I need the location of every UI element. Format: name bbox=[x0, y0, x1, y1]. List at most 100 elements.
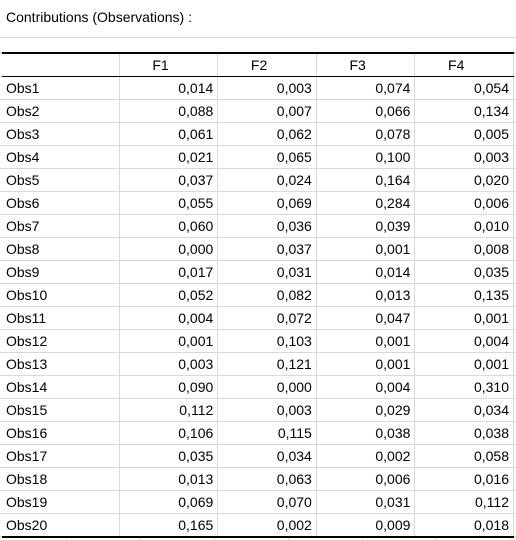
row-label-cell[interactable]: Obs12 bbox=[2, 329, 120, 353]
value-cell[interactable]: 0,008 bbox=[414, 237, 514, 261]
value-cell[interactable]: 0,009 bbox=[316, 513, 416, 538]
value-cell[interactable]: 0,058 bbox=[414, 444, 514, 468]
value-cell[interactable]: 0,054 bbox=[414, 76, 514, 100]
row-label-cell[interactable]: Obs5 bbox=[2, 168, 120, 192]
value-cell[interactable]: 0,063 bbox=[217, 467, 317, 491]
row-label-cell[interactable]: Obs14 bbox=[2, 375, 120, 399]
value-cell[interactable]: 0,100 bbox=[316, 145, 416, 169]
value-cell[interactable]: 0,165 bbox=[119, 513, 219, 538]
value-cell[interactable]: 0,078 bbox=[316, 122, 416, 146]
row-label-cell[interactable]: Obs16 bbox=[2, 421, 120, 445]
row-label-cell[interactable]: Obs7 bbox=[2, 214, 120, 238]
value-cell[interactable]: 0,039 bbox=[316, 214, 416, 238]
value-cell[interactable]: 0,060 bbox=[119, 214, 219, 238]
value-cell[interactable]: 0,001 bbox=[414, 352, 514, 376]
value-cell[interactable]: 0,112 bbox=[414, 490, 514, 514]
value-cell[interactable]: 0,074 bbox=[316, 76, 416, 100]
value-cell[interactable]: 0,004 bbox=[316, 375, 416, 399]
value-cell[interactable]: 0,031 bbox=[217, 260, 317, 284]
value-cell[interactable]: 0,090 bbox=[119, 375, 219, 399]
value-cell[interactable]: 0,038 bbox=[414, 421, 514, 445]
value-cell[interactable]: 0,006 bbox=[316, 467, 416, 491]
value-cell[interactable]: 0,003 bbox=[119, 352, 219, 376]
value-cell[interactable]: 0,024 bbox=[217, 168, 317, 192]
value-cell[interactable]: 0,031 bbox=[316, 490, 416, 514]
value-cell[interactable]: 0,006 bbox=[414, 191, 514, 215]
value-cell[interactable]: 0,088 bbox=[119, 99, 219, 123]
header-cell-f1[interactable]: F1 bbox=[119, 52, 219, 77]
row-label-cell[interactable]: Obs11 bbox=[2, 306, 120, 330]
value-cell[interactable]: 0,029 bbox=[316, 398, 416, 422]
value-cell[interactable]: 0,134 bbox=[414, 99, 514, 123]
row-label-cell[interactable]: Obs20 bbox=[2, 513, 120, 538]
row-label-cell[interactable]: Obs17 bbox=[2, 444, 120, 468]
row-label-cell[interactable]: Obs9 bbox=[2, 260, 120, 284]
value-cell[interactable]: 0,013 bbox=[316, 283, 416, 307]
value-cell[interactable]: 0,069 bbox=[217, 191, 317, 215]
value-cell[interactable]: 0,069 bbox=[119, 490, 219, 514]
value-cell[interactable]: 0,000 bbox=[119, 237, 219, 261]
value-cell[interactable]: 0,034 bbox=[414, 398, 514, 422]
value-cell[interactable]: 0,014 bbox=[316, 260, 416, 284]
value-cell[interactable]: 0,016 bbox=[414, 467, 514, 491]
row-label-cell[interactable]: Obs1 bbox=[2, 76, 120, 100]
value-cell[interactable]: 0,004 bbox=[119, 306, 219, 330]
row-label-cell[interactable]: Obs6 bbox=[2, 191, 120, 215]
title-cell[interactable]: Contributions (Observations) : bbox=[0, 0, 516, 38]
header-cell-f2[interactable]: F2 bbox=[217, 52, 317, 77]
value-cell[interactable]: 0,106 bbox=[119, 421, 219, 445]
value-cell[interactable]: 0,062 bbox=[217, 122, 317, 146]
value-cell[interactable]: 0,000 bbox=[217, 375, 317, 399]
value-cell[interactable]: 0,005 bbox=[414, 122, 514, 146]
value-cell[interactable]: 0,020 bbox=[414, 168, 514, 192]
value-cell[interactable]: 0,055 bbox=[119, 191, 219, 215]
value-cell[interactable]: 0,001 bbox=[316, 352, 416, 376]
value-cell[interactable]: 0,003 bbox=[414, 145, 514, 169]
value-cell[interactable]: 0,164 bbox=[316, 168, 416, 192]
value-cell[interactable]: 0,115 bbox=[217, 421, 317, 445]
row-label-cell[interactable]: Obs10 bbox=[2, 283, 120, 307]
value-cell[interactable]: 0,037 bbox=[217, 237, 317, 261]
row-label-cell[interactable]: Obs2 bbox=[2, 99, 120, 123]
row-label-cell[interactable]: Obs4 bbox=[2, 145, 120, 169]
row-label-cell[interactable]: Obs8 bbox=[2, 237, 120, 261]
row-label-cell[interactable]: Obs18 bbox=[2, 467, 120, 491]
value-cell[interactable]: 0,002 bbox=[316, 444, 416, 468]
value-cell[interactable]: 0,037 bbox=[119, 168, 219, 192]
value-cell[interactable]: 0,001 bbox=[119, 329, 219, 353]
value-cell[interactable]: 0,001 bbox=[316, 329, 416, 353]
value-cell[interactable]: 0,001 bbox=[316, 237, 416, 261]
value-cell[interactable]: 0,010 bbox=[414, 214, 514, 238]
value-cell[interactable]: 0,072 bbox=[217, 306, 317, 330]
value-cell[interactable]: 0,047 bbox=[316, 306, 416, 330]
header-cell-f3[interactable]: F3 bbox=[316, 52, 416, 77]
value-cell[interactable]: 0,103 bbox=[217, 329, 317, 353]
value-cell[interactable]: 0,052 bbox=[119, 283, 219, 307]
value-cell[interactable]: 0,003 bbox=[217, 76, 317, 100]
row-label-cell[interactable]: Obs15 bbox=[2, 398, 120, 422]
value-cell[interactable]: 0,082 bbox=[217, 283, 317, 307]
row-label-cell[interactable]: Obs19 bbox=[2, 490, 120, 514]
value-cell[interactable]: 0,036 bbox=[217, 214, 317, 238]
value-cell[interactable]: 0,002 bbox=[217, 513, 317, 538]
value-cell[interactable]: 0,065 bbox=[217, 145, 317, 169]
value-cell[interactable]: 0,121 bbox=[217, 352, 317, 376]
value-cell[interactable]: 0,004 bbox=[414, 329, 514, 353]
value-cell[interactable]: 0,021 bbox=[119, 145, 219, 169]
value-cell[interactable]: 0,034 bbox=[217, 444, 317, 468]
value-cell[interactable]: 0,035 bbox=[414, 260, 514, 284]
value-cell[interactable]: 0,284 bbox=[316, 191, 416, 215]
blank-row[interactable] bbox=[0, 38, 516, 53]
value-cell[interactable]: 0,018 bbox=[414, 513, 514, 538]
value-cell[interactable]: 0,017 bbox=[119, 260, 219, 284]
value-cell[interactable]: 0,038 bbox=[316, 421, 416, 445]
value-cell[interactable]: 0,112 bbox=[119, 398, 219, 422]
value-cell[interactable]: 0,070 bbox=[217, 490, 317, 514]
value-cell[interactable]: 0,007 bbox=[217, 99, 317, 123]
header-cell-corner[interactable] bbox=[2, 52, 120, 77]
value-cell[interactable]: 0,014 bbox=[119, 76, 219, 100]
row-label-cell[interactable]: Obs3 bbox=[2, 122, 120, 146]
value-cell[interactable]: 0,061 bbox=[119, 122, 219, 146]
value-cell[interactable]: 0,003 bbox=[217, 398, 317, 422]
value-cell[interactable]: 0,135 bbox=[414, 283, 514, 307]
